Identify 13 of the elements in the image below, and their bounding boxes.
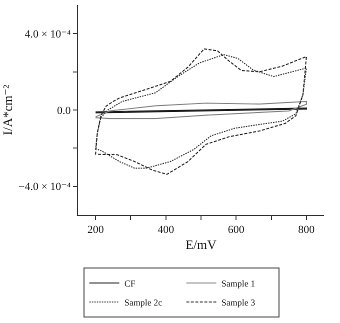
legend-label: CF	[124, 278, 136, 289]
x-tick-label: 200	[87, 224, 104, 236]
legend-label: Sample 1	[221, 278, 256, 289]
x-tick-label: 800	[298, 224, 316, 236]
y-tick-label: 4.0 × 10⁻⁴	[24, 28, 71, 40]
y-tick-label: 0.0	[57, 104, 72, 117]
x-tick-label: 600	[228, 224, 245, 236]
x-axis-title: E/mV	[185, 236, 218, 252]
y-axis-title: I/A*cm⁻²	[0, 84, 15, 136]
y-tick-label: −4.0 × 10⁻⁴	[18, 181, 71, 194]
legend-label: Sample 2c	[124, 298, 162, 308]
legend-label: Sample 3	[221, 298, 256, 308]
x-tick-label: 400	[158, 224, 175, 236]
